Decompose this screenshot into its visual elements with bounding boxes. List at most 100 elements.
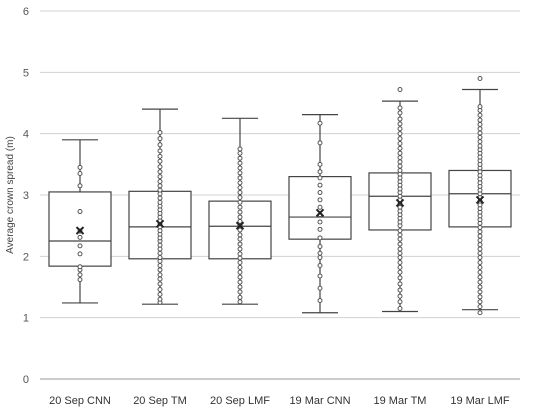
data-point xyxy=(237,150,243,156)
data-point xyxy=(237,251,243,257)
y-axis-ticks: 0 1 2 3 4 5 6 xyxy=(23,6,29,386)
data-point xyxy=(477,284,483,290)
data-point xyxy=(477,233,483,239)
y-tick-label-6: 6 xyxy=(23,6,29,18)
data-point xyxy=(477,264,483,270)
data-point xyxy=(157,174,163,180)
data-point xyxy=(477,237,483,243)
data-point xyxy=(237,246,243,252)
data-point xyxy=(157,187,163,193)
data-point xyxy=(157,179,163,185)
data-point xyxy=(477,250,483,256)
data-point xyxy=(477,112,483,118)
data-point xyxy=(397,232,403,238)
data-point xyxy=(317,175,323,181)
data-point xyxy=(317,273,323,279)
data-point xyxy=(157,136,163,142)
data-point xyxy=(477,134,483,140)
data-point xyxy=(157,272,163,278)
mean-marker xyxy=(315,208,325,217)
data-point xyxy=(477,299,483,305)
data-point xyxy=(397,116,403,122)
data-point xyxy=(237,255,243,261)
mean-marker xyxy=(75,226,85,235)
y-tick-label-3: 3 xyxy=(23,190,29,202)
gridlines xyxy=(40,10,520,380)
data-point xyxy=(237,155,243,161)
y-tick-label-1: 1 xyxy=(23,313,29,325)
data-point xyxy=(477,279,483,285)
data-point xyxy=(157,286,163,292)
data-point xyxy=(477,304,483,310)
data-point xyxy=(317,297,323,303)
data-point xyxy=(317,285,323,291)
data-point xyxy=(237,264,243,270)
data-point xyxy=(317,161,323,167)
data-point xyxy=(237,146,243,152)
data-point xyxy=(477,139,483,145)
data-point xyxy=(157,291,163,297)
data-point xyxy=(317,263,323,269)
y-tick-label-0: 0 xyxy=(23,374,29,386)
box-group-1 xyxy=(48,139,112,304)
data-point xyxy=(237,170,243,176)
data-point xyxy=(397,131,403,137)
data-point xyxy=(157,263,163,269)
data-point xyxy=(397,264,403,270)
data-point xyxy=(397,105,403,111)
data-point xyxy=(157,199,163,205)
data-point xyxy=(477,104,483,110)
data-point xyxy=(317,235,323,241)
box-group-4 xyxy=(288,114,352,314)
data-point xyxy=(477,75,483,81)
data-point xyxy=(397,255,403,261)
data-point xyxy=(397,150,403,156)
category-label-5: 19 Mar TM xyxy=(374,395,427,407)
data-point xyxy=(397,155,403,161)
data-point xyxy=(237,209,243,215)
y-axis-title: Average crown spread (m) xyxy=(5,136,16,254)
data-point xyxy=(157,296,163,302)
data-point xyxy=(317,226,323,232)
data-point xyxy=(397,163,403,169)
data-point xyxy=(157,164,163,170)
data-point xyxy=(77,209,83,215)
data-point xyxy=(317,255,323,261)
data-point xyxy=(397,246,403,252)
data-point xyxy=(317,244,323,250)
data-point xyxy=(237,180,243,186)
data-point xyxy=(317,197,323,203)
data-point xyxy=(77,277,83,283)
data-point xyxy=(237,190,243,196)
box-group-5 xyxy=(368,87,432,313)
data-point xyxy=(477,242,483,248)
data-point xyxy=(397,236,403,242)
data-point xyxy=(157,183,163,189)
data-point xyxy=(157,158,163,164)
category-label-6: 19 Mar LMF xyxy=(450,395,510,407)
data-point xyxy=(237,294,243,300)
data-point xyxy=(397,250,403,256)
data-point xyxy=(77,183,83,189)
data-point xyxy=(317,140,323,146)
box-group-6 xyxy=(448,75,512,316)
data-point xyxy=(477,259,483,265)
data-point xyxy=(157,129,163,135)
mean-marker xyxy=(235,221,245,230)
data-point xyxy=(77,264,83,270)
data-point xyxy=(77,243,83,249)
data-point xyxy=(157,195,163,201)
data-point xyxy=(237,214,243,220)
data-point xyxy=(77,171,83,177)
data-point xyxy=(237,160,243,166)
data-point xyxy=(317,250,323,256)
data-point xyxy=(397,87,403,93)
data-point xyxy=(157,281,163,287)
data-point xyxy=(397,275,403,281)
data-point xyxy=(317,182,323,188)
boxes xyxy=(48,75,512,316)
data-point xyxy=(477,269,483,275)
data-point xyxy=(397,287,403,293)
data-point xyxy=(397,126,403,132)
